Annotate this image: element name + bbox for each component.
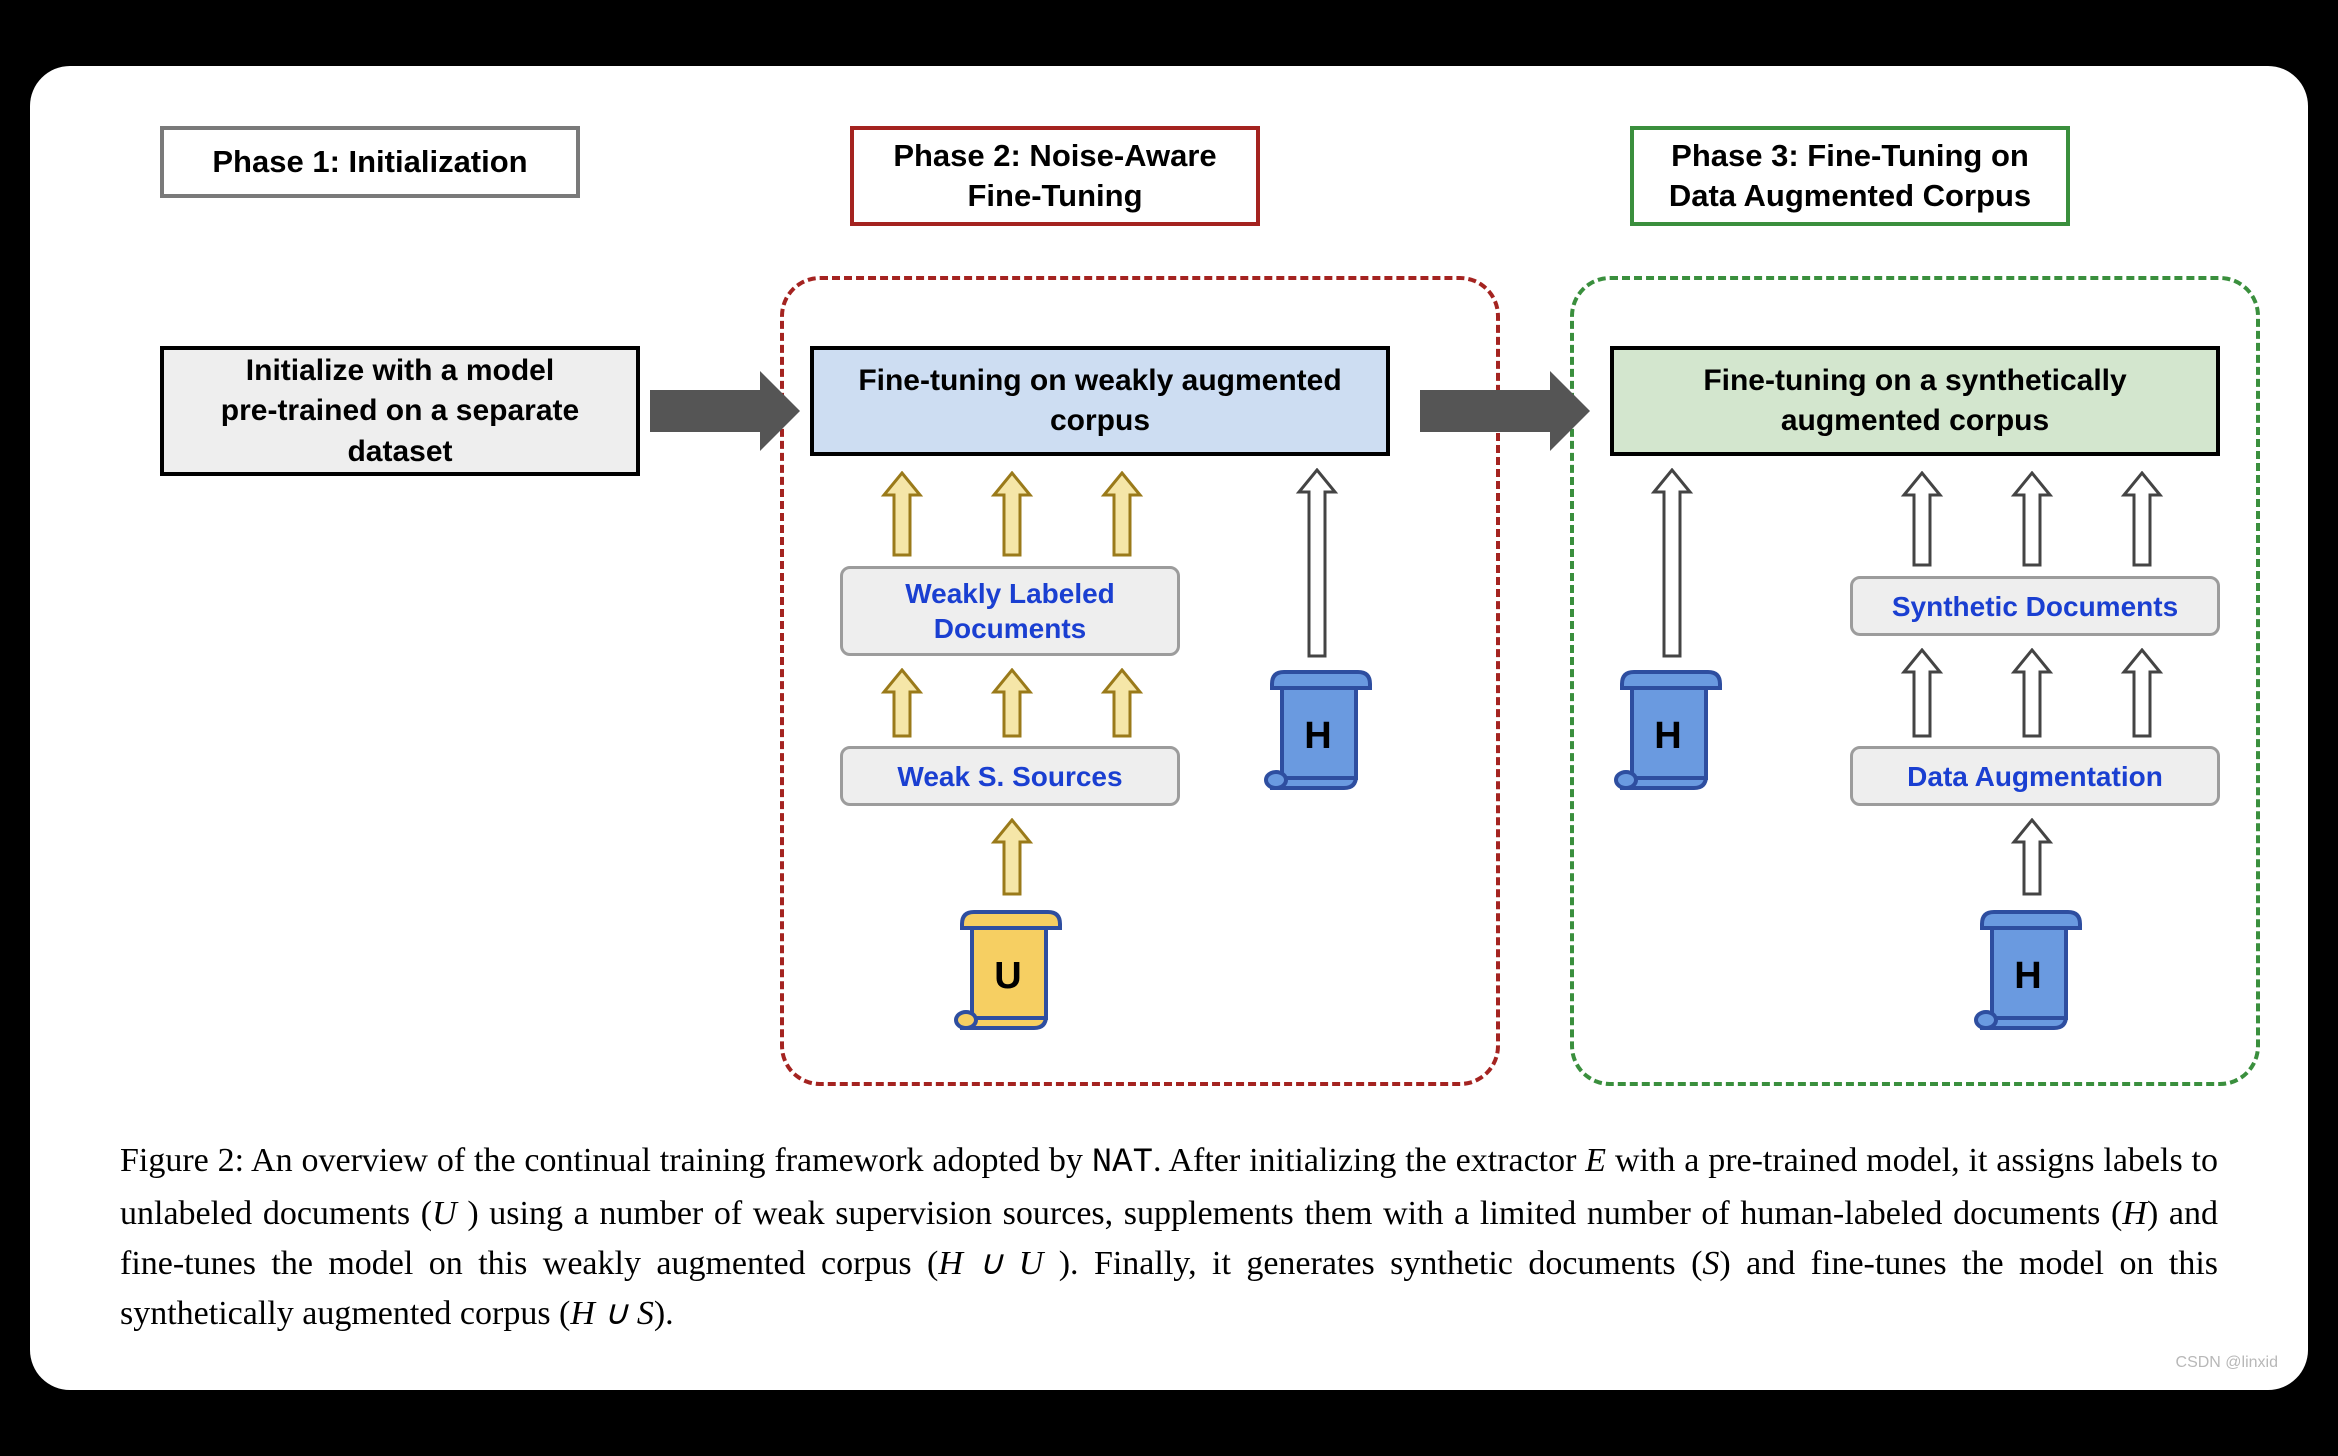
phase1-title: Phase 1: Initialization <box>160 126 580 198</box>
svg-text:H: H <box>1304 715 1331 757</box>
up-arrow-icon <box>880 471 924 557</box>
caption-E: E <box>1585 1142 1606 1179</box>
up-arrow-icon <box>1295 468 1339 658</box>
phase2-main-text: Fine-tuning on weakly augmentedcorpus <box>858 361 1341 442</box>
scroll-h-icon: H <box>1970 906 2090 1041</box>
caption-text: ) using a number of weak supervision sou… <box>457 1195 2123 1232</box>
weakly-labeled-docs-box: Weakly LabeledDocuments <box>840 566 1180 656</box>
up-arrow-icon <box>880 668 924 738</box>
arrow-phase2-to-3 <box>1420 371 1590 451</box>
up-arrow-icon <box>1100 668 1144 738</box>
weakly-labeled-docs-text: Weakly LabeledDocuments <box>905 576 1115 646</box>
arrow-phase1-to-2 <box>650 371 800 451</box>
up-arrow-icon <box>2120 648 2164 738</box>
caption-HS: H ∪ S <box>570 1295 653 1332</box>
caption-text: ). Finally, it generates synthetic docum… <box>1043 1245 1702 1282</box>
caption-text: . After initializing the extractor <box>1153 1142 1585 1179</box>
caption-U: U <box>432 1195 457 1232</box>
up-arrow-icon <box>1900 471 1944 567</box>
data-augmentation-box: Data Augmentation <box>1850 746 2220 806</box>
up-arrow-icon <box>2010 471 2054 567</box>
up-arrow-icon <box>990 471 1034 557</box>
scroll-h-icon: H <box>1610 666 1730 801</box>
phase2-main-box: Fine-tuning on weakly augmentedcorpus <box>810 346 1390 456</box>
scroll-h-icon: H <box>1260 666 1380 801</box>
phase3-main-text: Fine-tuning on a syntheticallyaugmented … <box>1703 361 2126 442</box>
up-arrow-icon <box>990 818 1034 896</box>
caption-S: S <box>1702 1245 1719 1282</box>
arrow-shaft <box>1420 390 1550 432</box>
data-augmentation-text: Data Augmentation <box>1907 759 2163 794</box>
phase2-title-text: Phase 2: Noise-AwareFine-Tuning <box>893 136 1216 217</box>
synthetic-docs-text: Synthetic Documents <box>1892 589 2178 624</box>
arrow-head <box>1550 371 1590 451</box>
scroll-u-icon: U <box>950 906 1070 1041</box>
svg-text:U: U <box>994 955 1021 997</box>
watermark: CSDN @linxid <box>2176 1354 2278 1372</box>
arrow-shaft <box>650 390 760 432</box>
synthetic-docs-box: Synthetic Documents <box>1850 576 2220 636</box>
svg-text:H: H <box>1654 715 1681 757</box>
up-arrow-icon <box>990 668 1034 738</box>
figure-caption: Figure 2: An overview of the continual t… <box>120 1136 2218 1339</box>
up-arrow-icon <box>2120 471 2164 567</box>
phase3-title: Phase 3: Fine-Tuning onData Augmented Co… <box>1630 126 2070 226</box>
phase1-title-text: Phase 1: Initialization <box>212 142 527 182</box>
phase1-main-text: Initialize with a modelpre-trained on a … <box>221 351 579 473</box>
phase3-main-box: Fine-tuning on a syntheticallyaugmented … <box>1610 346 2220 456</box>
diagram-canvas: Phase 1: Initialization Phase 2: Noise-A… <box>120 126 2218 1096</box>
figure-page: Phase 1: Initialization Phase 2: Noise-A… <box>30 66 2308 1389</box>
up-arrow-icon <box>2010 648 2054 738</box>
up-arrow-icon <box>2010 818 2054 896</box>
caption-H: H <box>2122 1195 2147 1232</box>
up-arrow-icon <box>1650 468 1694 658</box>
phase3-title-text: Phase 3: Fine-Tuning onData Augmented Co… <box>1669 136 2031 217</box>
caption-text: Figure 2: An overview of the continual t… <box>120 1142 1092 1179</box>
phase2-title: Phase 2: Noise-AwareFine-Tuning <box>850 126 1260 226</box>
phase1-main-box: Initialize with a modelpre-trained on a … <box>160 346 640 476</box>
caption-nat: NAT <box>1092 1144 1153 1182</box>
weak-sources-box: Weak S. Sources <box>840 746 1180 806</box>
up-arrow-icon <box>1100 471 1144 557</box>
caption-HU: H ∪ U <box>938 1245 1043 1282</box>
weak-sources-text: Weak S. Sources <box>897 759 1122 794</box>
up-arrow-icon <box>1900 648 1944 738</box>
arrow-head <box>760 371 800 451</box>
caption-text: ). <box>654 1295 674 1332</box>
svg-text:H: H <box>2014 955 2041 997</box>
